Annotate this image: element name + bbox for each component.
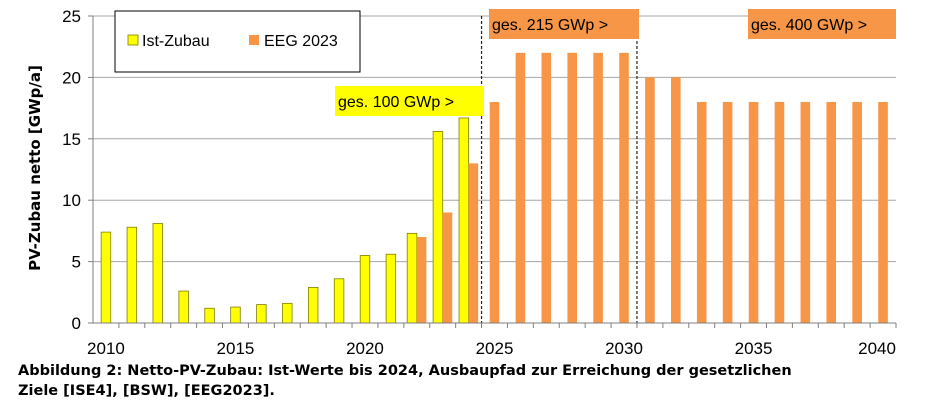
legend-label-eeg: EEG 2023 bbox=[264, 33, 338, 50]
bar-eeg-2023 bbox=[442, 212, 453, 323]
bar-eeg-2024 bbox=[468, 163, 479, 323]
bar-eeg-2039 bbox=[852, 101, 862, 324]
annotation-label-ann215: ges. 215 GWp > bbox=[492, 17, 608, 34]
figure-caption: Abbildung 2: Netto-PV-Zubau: Ist-Werte b… bbox=[18, 361, 933, 401]
bar-eeg-2025 bbox=[489, 101, 500, 324]
bar-eeg-2034 bbox=[722, 101, 733, 324]
bar-eeg-2035 bbox=[748, 101, 759, 324]
x-tick-label-2025: 2025 bbox=[476, 339, 514, 358]
bar-ist-2018 bbox=[307, 286, 319, 324]
bar-eeg-2037 bbox=[800, 101, 811, 324]
caption-line-1: Abbildung 2: Netto-PV-Zubau: Ist-Werte b… bbox=[18, 363, 792, 379]
x-tick-label-2030: 2030 bbox=[605, 339, 643, 358]
bar-eeg-2029 bbox=[593, 52, 603, 324]
annotations: ges. 100 GWp > ges. 215 GWp > ges. 400 GWp… bbox=[335, 9, 896, 116]
y-tick-label-10: 10 bbox=[62, 191, 81, 210]
annotation-box-ann400 bbox=[748, 9, 896, 39]
bar-ist-2024 bbox=[458, 117, 469, 324]
bar-eeg-2026 bbox=[515, 52, 526, 324]
y-axis-label: PV-Zubau netto [GWp/a] bbox=[26, 65, 44, 271]
bar-ist-2020 bbox=[359, 255, 371, 324]
bar-ist-2012 bbox=[152, 223, 163, 324]
bar-ist-2023 bbox=[432, 131, 444, 324]
y-tick-label-25: 25 bbox=[62, 7, 81, 26]
x-tick-label-2015: 2015 bbox=[217, 339, 255, 358]
bar-ist-2016 bbox=[256, 304, 267, 324]
bar-eeg-2033 bbox=[696, 101, 707, 324]
bars bbox=[100, 52, 888, 324]
legend-swatch-eeg bbox=[249, 35, 259, 45]
bar-eeg-2038 bbox=[826, 101, 837, 324]
bar-eeg-2031 bbox=[645, 77, 655, 324]
caption-line-2: Ziele [ISE4], [BSW], [EEG2023]. bbox=[18, 383, 275, 399]
bar-ist-2017 bbox=[282, 302, 293, 324]
bar-eeg-2036 bbox=[774, 101, 785, 324]
bar-ist-2015 bbox=[230, 306, 241, 324]
bar-ist-2021 bbox=[385, 253, 397, 324]
x-tick-label-2010: 2010 bbox=[87, 339, 125, 358]
bar-ist-2014 bbox=[204, 307, 215, 324]
bar-eeg-2032 bbox=[671, 77, 681, 324]
x-tick-label-2020: 2020 bbox=[346, 339, 384, 358]
x-tick-label-2040: 2040 bbox=[858, 339, 896, 358]
annotation-box-ann215 bbox=[489, 9, 639, 39]
bar-eeg-2040 bbox=[878, 101, 888, 324]
y-tick-label-5: 5 bbox=[72, 253, 81, 272]
bar-ist-2019 bbox=[333, 278, 345, 324]
annotation-label-ann400: ges. 400 GWp > bbox=[751, 17, 867, 34]
legend-swatch-ist bbox=[127, 34, 139, 46]
bar-eeg-2027 bbox=[541, 52, 552, 324]
bar-eeg-2028 bbox=[567, 52, 578, 324]
axes bbox=[88, 15, 897, 328]
bar-ist-2010 bbox=[100, 231, 112, 324]
bar-ist-2013 bbox=[178, 290, 189, 324]
y-tick-label-0: 0 bbox=[72, 314, 81, 333]
bar-eeg-2030 bbox=[619, 52, 629, 324]
y-tick-label-20: 20 bbox=[62, 68, 81, 87]
legend: Ist-Zubau EEG 2023 bbox=[114, 10, 361, 73]
annotation-box-ann100 bbox=[335, 86, 484, 116]
period-dividers bbox=[480, 16, 638, 323]
x-tick-label-2035: 2035 bbox=[735, 339, 773, 358]
y-tick-label-15: 15 bbox=[62, 130, 81, 149]
bar-ist-2022 bbox=[406, 232, 418, 324]
bar-eeg-2022 bbox=[416, 237, 427, 323]
legend-box bbox=[114, 10, 361, 73]
legend-label-ist: Ist-Zubau bbox=[142, 33, 210, 50]
bar-ist-2011 bbox=[126, 226, 138, 324]
annotation-label-ann100: ges. 100 GWp > bbox=[338, 94, 454, 111]
